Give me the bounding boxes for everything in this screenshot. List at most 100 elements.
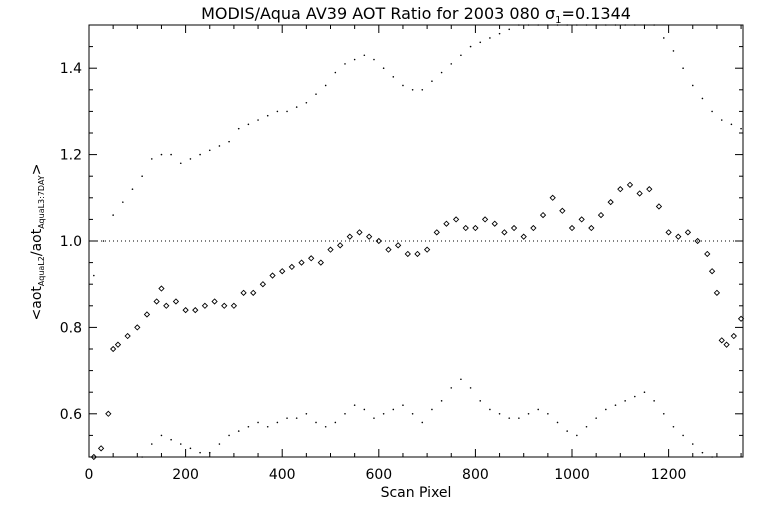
data-point (276, 110, 279, 113)
data-point (740, 127, 742, 130)
data-point (266, 114, 269, 117)
data-point (704, 250, 711, 258)
data-point (346, 233, 353, 240)
data-point (105, 410, 112, 417)
data-point (102, 240, 105, 242)
data-point (414, 250, 421, 258)
data-point (566, 430, 568, 432)
data-point (576, 434, 578, 437)
data-point (298, 259, 305, 266)
data-point (230, 302, 238, 309)
data-point (501, 229, 508, 236)
data-point (421, 89, 424, 91)
data-point (373, 417, 375, 419)
data-point (498, 413, 501, 415)
data-point (189, 158, 192, 160)
data-point (172, 298, 180, 305)
data-point (143, 311, 151, 318)
data-point (208, 451, 211, 454)
series-1 (93, 24, 742, 277)
data-point (124, 332, 131, 340)
data-point (718, 337, 725, 344)
data-point (646, 186, 653, 193)
data-point (218, 443, 221, 445)
data-point (402, 84, 404, 87)
data-point (605, 408, 607, 411)
data-point (179, 162, 182, 165)
data-point (450, 387, 453, 389)
data-point (402, 404, 404, 406)
data-point (595, 24, 597, 26)
x-tick-label: 600 (365, 467, 392, 483)
data-point (363, 54, 366, 57)
data-point (479, 400, 482, 402)
data-point (141, 175, 143, 177)
data-point (626, 181, 634, 188)
data-point (460, 54, 462, 57)
data-point (288, 263, 296, 271)
data-point (653, 400, 655, 402)
data-point (228, 434, 230, 437)
data-point (192, 306, 199, 314)
y-tick-label: 0.8 (60, 320, 82, 336)
data-point (394, 242, 402, 249)
data-point (595, 417, 597, 419)
data-point (305, 413, 308, 415)
data-point (276, 421, 279, 424)
y-tick-label: 1.2 (60, 148, 82, 164)
data-point (411, 413, 414, 415)
data-point (141, 456, 143, 458)
data-point (469, 387, 472, 389)
data-point (131, 188, 134, 190)
data-point (392, 408, 395, 411)
data-point (634, 395, 636, 398)
data-point (208, 149, 211, 152)
data-point (520, 233, 527, 240)
data-point (373, 58, 375, 61)
data-point (423, 246, 431, 253)
data-point (585, 24, 588, 26)
data-point (469, 45, 472, 48)
data-point (228, 140, 230, 143)
data-point (158, 285, 165, 292)
data-point (163, 302, 170, 309)
data-point (539, 211, 547, 219)
data-point (530, 224, 537, 232)
y-tick-label: 0.6 (60, 407, 82, 423)
data-point (452, 216, 460, 223)
data-point (189, 447, 192, 450)
data-point (431, 408, 433, 411)
data-point (295, 106, 298, 108)
data-point (160, 153, 163, 156)
data-point (279, 268, 286, 275)
data-point (568, 224, 576, 232)
data-point (211, 298, 218, 305)
data-point (489, 37, 491, 39)
data-point (240, 289, 247, 296)
data-point (334, 71, 337, 74)
series-0 (90, 181, 745, 461)
data-point (597, 211, 605, 219)
data-point (508, 417, 511, 419)
data-point (691, 84, 694, 87)
data-point (460, 378, 462, 381)
data-point (170, 438, 172, 441)
data-point (547, 413, 549, 415)
y-axis-label: <aotAquaL2/aotAquaL3:7DAY> (29, 164, 46, 321)
x-tick-label: 1200 (651, 467, 687, 483)
data-point (684, 229, 692, 236)
data-point (353, 58, 356, 61)
data-point (411, 89, 414, 91)
data-point (150, 158, 153, 160)
data-point (257, 421, 259, 424)
data-point (489, 408, 491, 411)
data-point (90, 453, 97, 461)
data-point (295, 417, 298, 419)
data-point (701, 97, 704, 100)
y-tick-label: 1.0 (60, 234, 82, 250)
data-point (711, 456, 713, 458)
data-point (549, 194, 556, 201)
data-point (150, 443, 153, 445)
data-point (643, 391, 646, 394)
data-point (547, 24, 549, 26)
